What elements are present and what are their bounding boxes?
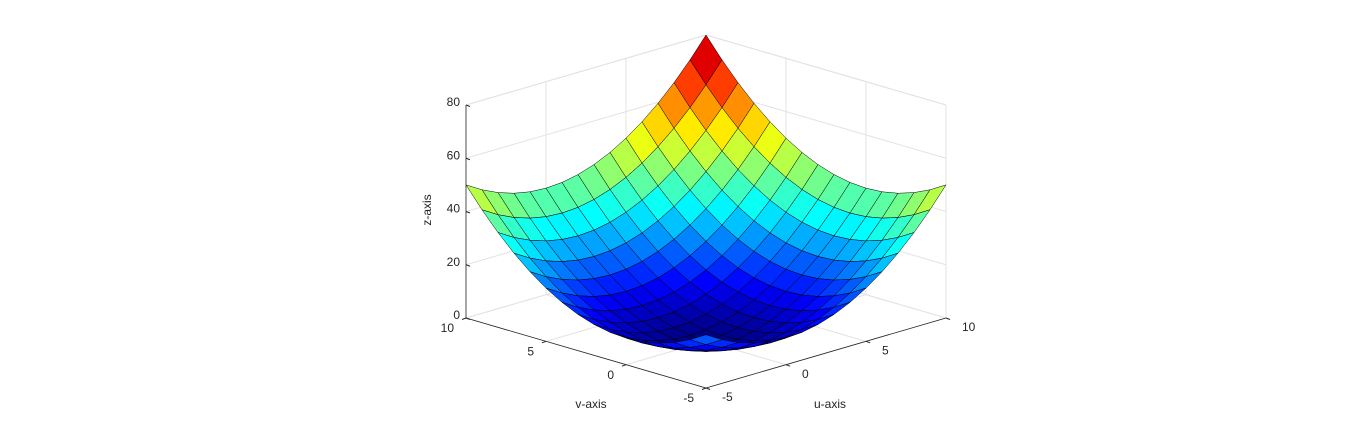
x-tick-label: -5 bbox=[722, 390, 733, 404]
z-tick bbox=[465, 211, 471, 214]
y-tick bbox=[701, 387, 707, 390]
z-tick-label: 0 bbox=[453, 308, 460, 322]
y-tick bbox=[621, 364, 627, 367]
z-tick-label: 80 bbox=[447, 95, 461, 109]
y-tick-label: -5 bbox=[683, 391, 694, 405]
x-tick bbox=[785, 364, 791, 367]
z-tick-label: 40 bbox=[447, 202, 461, 216]
x-tick bbox=[945, 317, 951, 320]
z-axis-label: z-axis bbox=[420, 194, 434, 225]
y-tick bbox=[541, 340, 547, 344]
x-tick bbox=[865, 340, 871, 344]
axis-line bbox=[705, 317, 947, 389]
z-tick bbox=[465, 317, 471, 320]
y-tick-label: 10 bbox=[441, 321, 455, 335]
surface-group bbox=[465, 34, 947, 352]
axis-line bbox=[465, 317, 707, 389]
z-tick bbox=[465, 157, 471, 161]
x-tick-label: 5 bbox=[882, 344, 889, 358]
z-tick-label: 60 bbox=[447, 148, 461, 162]
x-axis-label: u-axis bbox=[814, 397, 846, 411]
y-tick-label: 0 bbox=[607, 368, 614, 382]
y-tick bbox=[461, 317, 467, 320]
x-tick bbox=[705, 387, 711, 390]
z-grid-line bbox=[705, 34, 947, 106]
z-grid-line bbox=[465, 34, 707, 106]
surface-cell bbox=[689, 334, 723, 345]
y-axis-label: v-axis bbox=[575, 397, 606, 411]
x-tick-label: 10 bbox=[962, 320, 976, 334]
z-tick-label: 20 bbox=[447, 255, 461, 269]
z-tick bbox=[465, 264, 471, 267]
x-tick-label: 0 bbox=[802, 367, 809, 381]
z-tick bbox=[465, 104, 471, 107]
y-tick-label: 5 bbox=[527, 345, 534, 359]
